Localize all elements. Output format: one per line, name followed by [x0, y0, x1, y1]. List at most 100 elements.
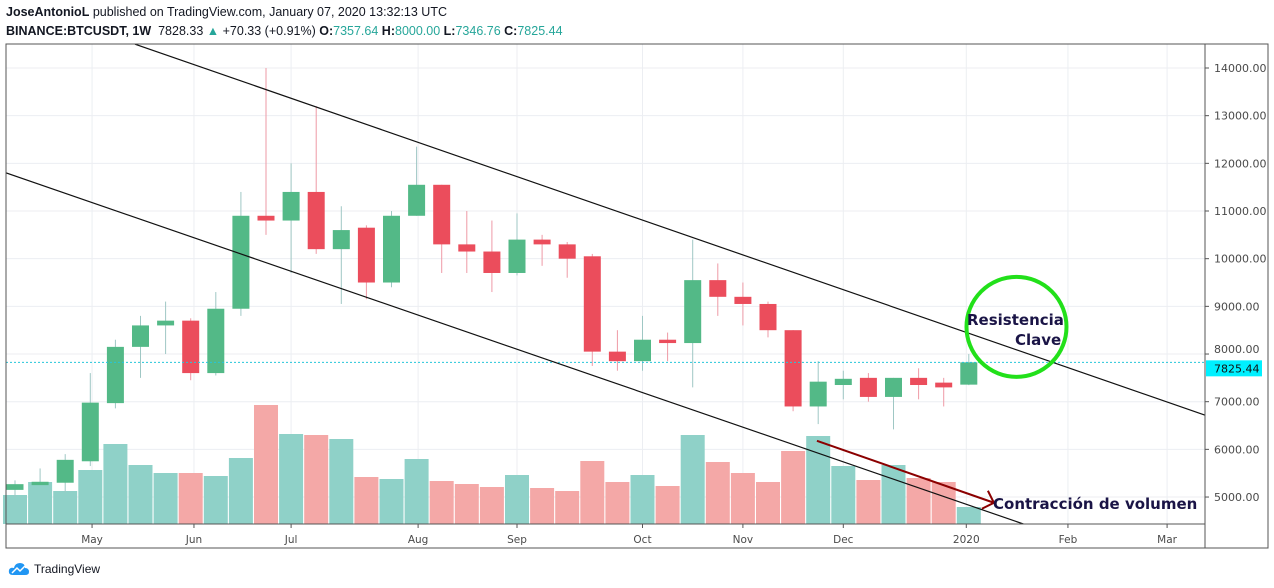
candle-body [81, 402, 99, 462]
volume-arrow [816, 439, 995, 504]
time-tick-label: Jun [185, 534, 202, 546]
arrow-head-icon [981, 490, 996, 510]
open-label: O: [319, 24, 334, 38]
candle-body [257, 215, 275, 221]
volume-bar [605, 482, 630, 524]
candle-body [533, 239, 551, 245]
published-text: published on TradingView.com, January 07… [92, 5, 447, 19]
candle-body [307, 191, 325, 250]
price-tick-label: 14000.00 [1214, 62, 1267, 75]
volume-bar [3, 495, 27, 524]
price-tick-label: 11000.00 [1214, 205, 1267, 218]
time-tick-label: Oct [633, 534, 651, 546]
resistance-label-2: Clave [1015, 331, 1061, 349]
candle-body [659, 339, 677, 344]
candle-body [910, 377, 928, 386]
time-tick-label: Mar [1157, 534, 1177, 546]
volume-bar [881, 465, 906, 524]
candle-body [433, 184, 451, 245]
volume-bar [203, 476, 228, 524]
volume-bar [580, 461, 605, 524]
volume-bar [304, 435, 329, 524]
candle-body [784, 330, 802, 407]
candle-body [734, 296, 752, 304]
price-tick-label: 7000.00 [1214, 396, 1260, 409]
candle-body [282, 191, 300, 221]
annotations: Resistencia Clave Contracción de volumen [816, 274, 1197, 513]
volume-bar [254, 405, 278, 524]
candle-body [6, 484, 24, 490]
candle-body [834, 378, 852, 386]
chart-header: JoseAntonioL published on TradingView.co… [6, 3, 563, 41]
price-tick-label: 8000.00 [1214, 343, 1260, 356]
volume-bar [454, 484, 479, 524]
price-tick-label: 10000.00 [1214, 253, 1267, 266]
axes: 14000.00 13000.00 12000.00 11000.00 10000.00… [5, 43, 1269, 549]
candle-body [508, 239, 526, 273]
low-label: L: [443, 24, 456, 38]
time-tick-label: Sep [507, 534, 527, 546]
candle-body [935, 382, 953, 388]
candles [6, 68, 978, 498]
volume-bar [479, 487, 504, 524]
price-tick-label: 13000.00 [1214, 110, 1267, 123]
time-tick-label: Nov [733, 534, 754, 546]
candle-body [558, 244, 576, 259]
trendlines [6, 44, 1205, 524]
last-price-badge-label: 7825.44 [1214, 362, 1260, 375]
candle-body [885, 377, 902, 397]
candle-body [182, 320, 200, 374]
price-tick-label: 5000.00 [1214, 491, 1260, 504]
candle-body [332, 230, 350, 250]
time-tick-label: Feb [1059, 534, 1078, 546]
close-value: 7825.44 [517, 24, 563, 38]
tradingview-logo[interactable]: TradingView [8, 562, 100, 576]
last-price: 7828.33 [158, 24, 204, 38]
volume-bar [831, 466, 856, 524]
price-tick-label: 6000.00 [1214, 443, 1260, 456]
volume-bar [630, 475, 655, 524]
volume-bar [680, 435, 705, 524]
volume-bar [530, 488, 555, 524]
chart-frame [5, 43, 1269, 549]
volume-bar [153, 473, 178, 524]
candle-body [859, 377, 877, 397]
publisher[interactable]: JoseAntonioL [6, 5, 90, 19]
volume-bar [956, 507, 981, 524]
candle-body [583, 256, 601, 352]
lower-channel-trendline [6, 172, 1025, 524]
time-tick-label: Aug [408, 534, 429, 546]
volume-bar [555, 491, 580, 524]
volume-bar [228, 458, 253, 524]
volume-bar [404, 459, 429, 524]
time-tick-label: 2020 [953, 534, 980, 546]
candle-body [357, 227, 375, 283]
volume-contraction-label: Contracción de volumen [993, 495, 1197, 513]
low-value: 7346.76 [455, 24, 501, 38]
candle-body [106, 346, 124, 404]
candle-body [383, 215, 400, 283]
candle-body [408, 184, 426, 216]
volume-bar [329, 439, 354, 524]
candle-body [634, 339, 651, 362]
candle-body [157, 320, 175, 326]
candle-body [207, 308, 225, 374]
volume-bar [505, 475, 529, 524]
volume-bar [53, 491, 78, 524]
symbol[interactable]: BINANCE:BTCUSDT, 1W [6, 24, 152, 38]
volume-bar [354, 477, 379, 524]
candle-body [56, 459, 74, 483]
volume-bar [856, 480, 881, 524]
grid [6, 44, 1205, 524]
up-arrow-icon: ▲ [206, 24, 220, 38]
resistance-label: Resistencia [967, 311, 1064, 329]
change: +70.33 (+0.91%) [222, 24, 316, 38]
time-tick-label: Jul [284, 534, 298, 546]
candle-body [759, 303, 777, 331]
volume-bar [379, 479, 404, 524]
volume-bar [756, 482, 780, 524]
volume-bar [178, 473, 203, 524]
volume-bar [78, 470, 103, 524]
time-tick-label: May [81, 534, 103, 546]
